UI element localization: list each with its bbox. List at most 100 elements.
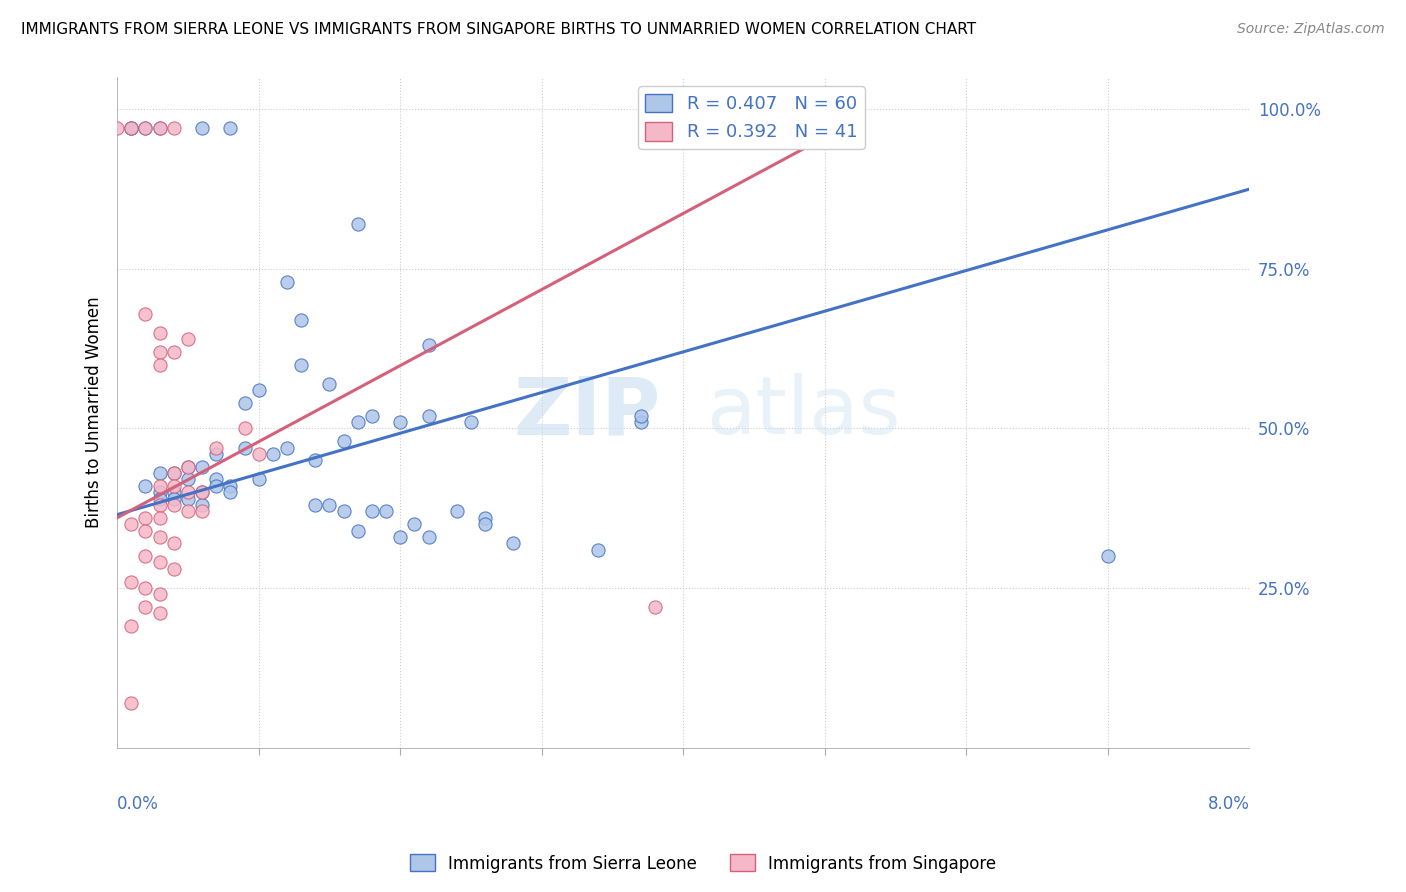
Point <box>163 466 186 480</box>
Text: atlas: atlas <box>706 374 900 451</box>
Point <box>219 485 242 500</box>
Point <box>120 574 142 589</box>
Point <box>375 504 398 518</box>
Point <box>149 491 172 506</box>
Point <box>149 510 172 524</box>
Point <box>134 307 156 321</box>
Point <box>105 121 128 136</box>
Legend: R = 0.407   N = 60, R = 0.392   N = 41: R = 0.407 N = 60, R = 0.392 N = 41 <box>638 87 865 149</box>
Point <box>163 536 186 550</box>
Point <box>346 415 368 429</box>
Point <box>134 510 156 524</box>
Point <box>502 536 524 550</box>
Point <box>389 415 412 429</box>
Point <box>233 396 256 410</box>
Point <box>134 581 156 595</box>
Point <box>346 217 368 231</box>
Point <box>446 504 468 518</box>
Point <box>149 587 172 601</box>
Point <box>418 530 440 544</box>
Point <box>290 358 312 372</box>
Point <box>149 344 172 359</box>
Point <box>1097 549 1119 563</box>
Point <box>149 121 172 136</box>
Point <box>163 466 186 480</box>
Point <box>163 498 186 512</box>
Y-axis label: Births to Unmarried Women: Births to Unmarried Women <box>86 297 103 528</box>
Point <box>191 485 214 500</box>
Point <box>276 275 298 289</box>
Point <box>247 473 270 487</box>
Point <box>233 421 256 435</box>
Text: Source: ZipAtlas.com: Source: ZipAtlas.com <box>1237 22 1385 37</box>
Point <box>191 459 214 474</box>
Point <box>163 479 186 493</box>
Text: 8.0%: 8.0% <box>1208 796 1250 814</box>
Point <box>304 453 326 467</box>
Point <box>149 607 172 621</box>
Point <box>149 358 172 372</box>
Point <box>177 491 200 506</box>
Point <box>205 447 228 461</box>
Point <box>205 441 228 455</box>
Point <box>149 498 172 512</box>
Point <box>163 562 186 576</box>
Point <box>134 600 156 615</box>
Text: 0.0%: 0.0% <box>117 796 159 814</box>
Point <box>120 696 142 710</box>
Text: ZIP: ZIP <box>513 374 661 451</box>
Point <box>361 504 384 518</box>
Point <box>191 498 214 512</box>
Point <box>177 459 200 474</box>
Point <box>177 473 200 487</box>
Point <box>219 121 242 136</box>
Point <box>134 121 156 136</box>
Point <box>163 491 186 506</box>
Point <box>134 479 156 493</box>
Point <box>177 504 200 518</box>
Point <box>163 485 186 500</box>
Point <box>262 447 284 461</box>
Point <box>474 510 496 524</box>
Point <box>120 619 142 633</box>
Point <box>205 473 228 487</box>
Point <box>149 485 172 500</box>
Point <box>290 313 312 327</box>
Point <box>149 479 172 493</box>
Text: IMMIGRANTS FROM SIERRA LEONE VS IMMIGRANTS FROM SINGAPORE BIRTHS TO UNMARRIED WO: IMMIGRANTS FROM SIERRA LEONE VS IMMIGRAN… <box>21 22 976 37</box>
Point <box>134 549 156 563</box>
Point <box>149 326 172 340</box>
Point <box>276 441 298 455</box>
Point <box>630 415 652 429</box>
Point <box>361 409 384 423</box>
Point <box>191 504 214 518</box>
Point <box>191 485 214 500</box>
Point <box>630 409 652 423</box>
Point <box>588 542 610 557</box>
Point <box>149 121 172 136</box>
Point <box>191 121 214 136</box>
Point <box>318 376 340 391</box>
Point <box>474 517 496 532</box>
Point <box>163 344 186 359</box>
Point <box>389 530 412 544</box>
Point <box>120 517 142 532</box>
Point <box>134 121 156 136</box>
Point <box>346 524 368 538</box>
Point <box>205 479 228 493</box>
Point <box>163 121 186 136</box>
Point <box>120 121 142 136</box>
Legend: Immigrants from Sierra Leone, Immigrants from Singapore: Immigrants from Sierra Leone, Immigrants… <box>404 847 1002 880</box>
Point <box>418 409 440 423</box>
Point <box>418 338 440 352</box>
Point <box>247 447 270 461</box>
Point <box>460 415 482 429</box>
Point <box>149 466 172 480</box>
Point <box>247 383 270 397</box>
Point <box>318 498 340 512</box>
Point <box>177 485 200 500</box>
Point <box>120 121 142 136</box>
Point <box>332 434 354 449</box>
Point <box>149 556 172 570</box>
Point <box>120 121 142 136</box>
